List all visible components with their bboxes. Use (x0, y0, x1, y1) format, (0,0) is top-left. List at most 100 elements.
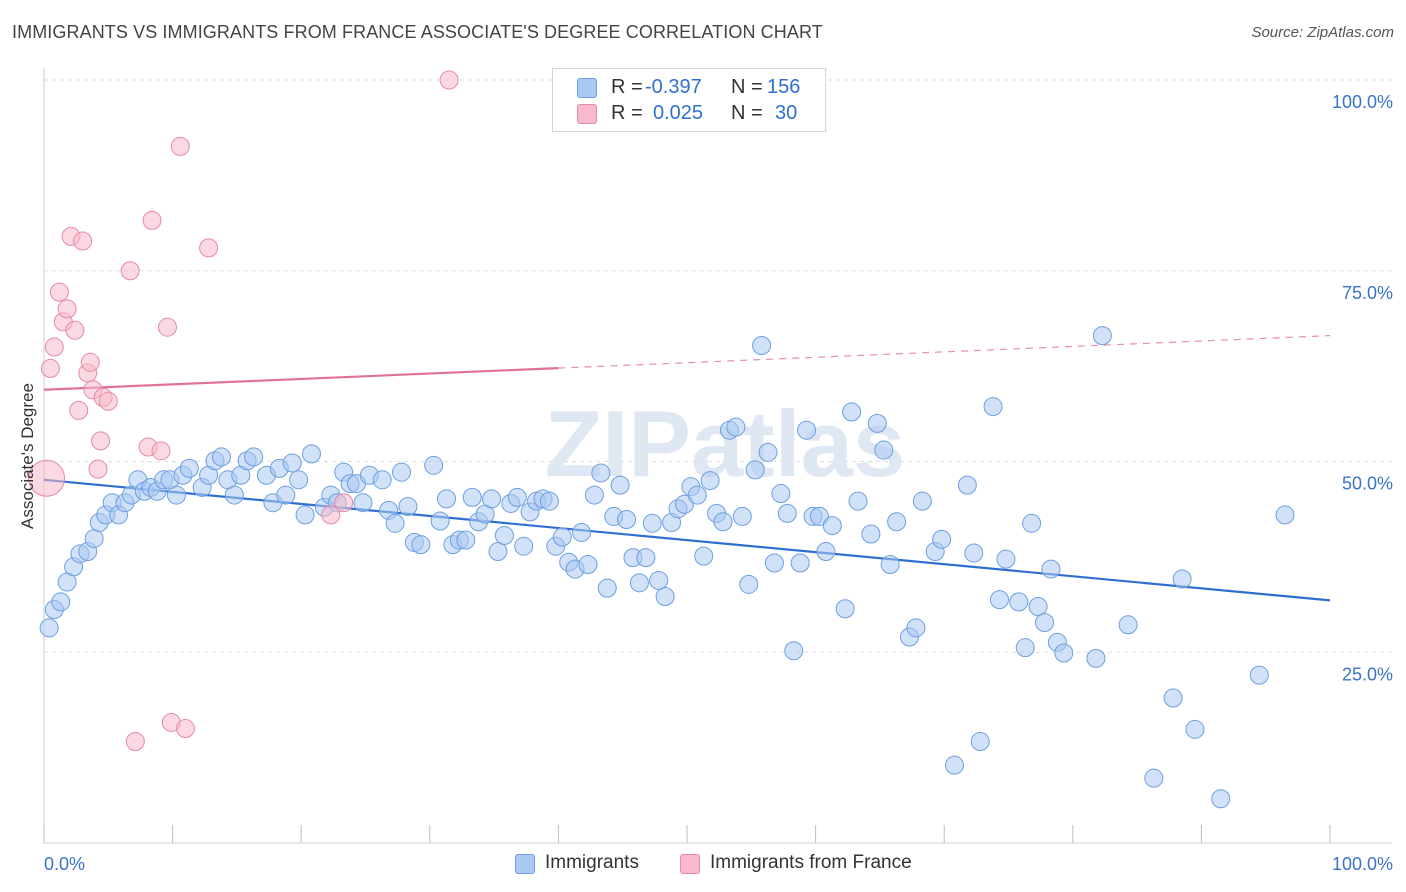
point-immigrants (732, 506, 752, 526)
point-immigrants (822, 516, 842, 536)
point-france (170, 136, 190, 156)
point-immigrants (301, 444, 321, 464)
legend-swatch-pink (577, 104, 597, 124)
point-immigrants (932, 529, 952, 549)
point-immigrants (282, 453, 302, 473)
tick-labels: 25.0% 50.0% 75.0% 100.0% 0.0% 100.0% (44, 92, 1393, 874)
point-immigrants (835, 599, 855, 619)
point-immigrants (295, 505, 315, 525)
point-immigrants (636, 548, 656, 568)
legend-swatch-blue (577, 78, 597, 98)
point-france (73, 231, 93, 251)
point-immigrants (861, 524, 881, 544)
point-immigrants (726, 417, 746, 437)
point-immigrants (687, 485, 707, 505)
point-france (69, 400, 89, 420)
point-immigrants (398, 497, 418, 517)
point-immigrants (507, 487, 527, 507)
point-immigrants (752, 336, 772, 356)
point-immigrants (1028, 596, 1048, 616)
point-immigrants (1172, 569, 1192, 589)
point-immigrants (764, 553, 784, 573)
point-immigrants (578, 555, 598, 575)
point-immigrants (777, 503, 797, 523)
chart-title: IMMIGRANTS VS IMMIGRANTS FROM FRANCE ASS… (12, 22, 823, 42)
point-immigrants (494, 526, 514, 546)
point-france (321, 505, 341, 525)
point-immigrants (289, 470, 309, 490)
point-immigrants (1163, 688, 1183, 708)
point-immigrants (809, 506, 829, 526)
legend-swatch-blue (515, 854, 535, 874)
point-immigrants (437, 489, 457, 509)
point-france (44, 337, 64, 357)
point-france (142, 210, 162, 230)
point-immigrants (1275, 505, 1295, 525)
point-immigrants (790, 553, 810, 573)
point-immigrants (1144, 768, 1164, 788)
point-immigrants (1185, 719, 1205, 739)
point-france (157, 317, 177, 337)
axes (43, 68, 1392, 844)
point-france (151, 441, 171, 461)
legend-label-france: Immigrants from France (710, 852, 912, 873)
point-immigrants (392, 462, 412, 482)
r-value-france: 0.025 (653, 102, 704, 124)
point-immigrants (970, 732, 990, 752)
point-immigrants (411, 535, 431, 555)
point-immigrants (1022, 513, 1042, 533)
point-immigrants (430, 511, 450, 531)
point-immigrants (276, 485, 296, 505)
point-france (57, 299, 77, 319)
point-immigrants (745, 460, 765, 480)
y-tick-label: 50.0% (1342, 474, 1393, 494)
point-immigrants (39, 618, 59, 638)
point-immigrants (244, 447, 264, 467)
point-immigrants (488, 542, 508, 562)
point-immigrants (874, 440, 894, 460)
point-immigrants (996, 549, 1016, 569)
point-immigrants (674, 494, 694, 514)
point-immigrants (179, 458, 199, 478)
point-immigrants (694, 546, 714, 566)
point-immigrants (655, 587, 675, 607)
point-france (98, 391, 118, 411)
point-immigrants (591, 463, 611, 483)
point-immigrants (887, 512, 907, 532)
point-immigrants (462, 487, 482, 507)
source-label: Source: ZipAtlas.com (1251, 24, 1394, 41)
point-immigrants (1015, 638, 1035, 658)
point-france (120, 261, 140, 281)
point-immigrants (456, 530, 476, 550)
point-immigrants (539, 491, 559, 511)
point-immigrants (514, 536, 534, 556)
point-france (439, 70, 459, 90)
y-tick-label: 25.0% (1342, 664, 1393, 684)
point-immigrants (957, 475, 977, 495)
point-immigrants (700, 471, 720, 491)
point-immigrants (797, 420, 817, 440)
y-axis-label: Associate's Degree (18, 383, 37, 529)
point-immigrants (1249, 665, 1269, 685)
point-immigrants (758, 442, 778, 462)
point-france (91, 431, 111, 451)
r-label: R = (611, 102, 643, 124)
point-immigrants (597, 578, 617, 598)
point-immigrants (842, 402, 862, 422)
point-immigrants (211, 447, 231, 467)
point-immigrants (584, 485, 604, 505)
point-immigrants (983, 397, 1003, 417)
n-value-immigrants: 156 (767, 76, 801, 98)
point-france (88, 459, 108, 479)
point-immigrants (649, 571, 669, 591)
point-immigrants (713, 512, 733, 532)
point-immigrants (1092, 326, 1112, 346)
point-immigrants (906, 618, 926, 638)
point-immigrants (372, 470, 392, 490)
point-immigrants (84, 529, 104, 549)
point-immigrants (552, 527, 572, 547)
x-tick-label: 100.0% (1332, 854, 1393, 874)
n-label: N = (731, 102, 763, 124)
y-tick-label: 75.0% (1342, 283, 1393, 303)
